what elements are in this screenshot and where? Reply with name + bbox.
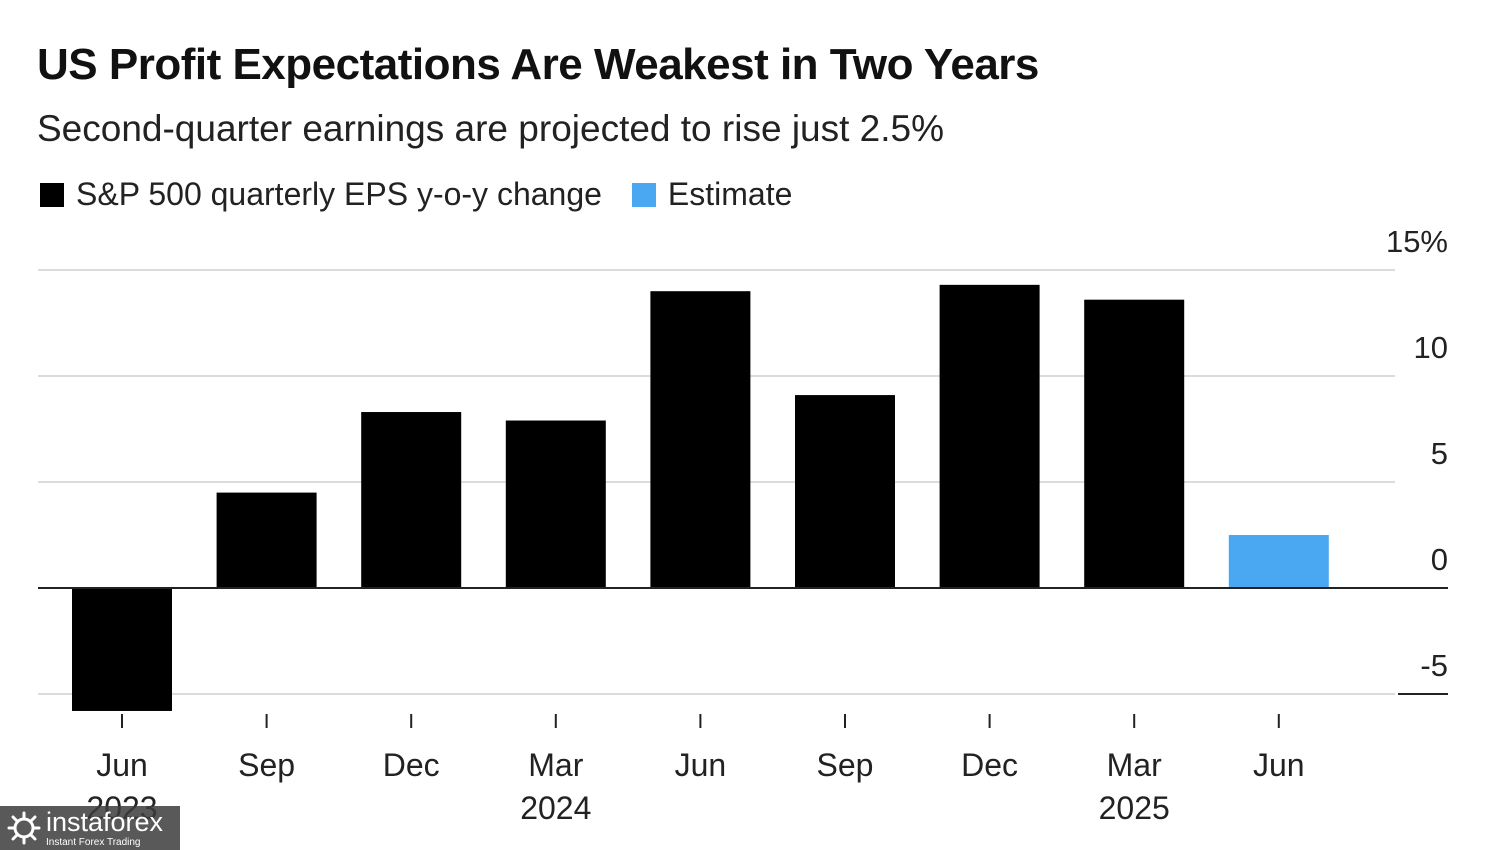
x-tick-label: Dec — [961, 747, 1018, 783]
y-tick-label: 0 — [1431, 542, 1448, 577]
x-tick-label: Jun — [96, 747, 148, 783]
x-year-label: 2024 — [520, 790, 591, 826]
y-tick-label: 10 — [1414, 330, 1448, 365]
watermark-brand: instaforex — [46, 806, 164, 837]
bar-estimate — [1228, 535, 1329, 588]
legend-item-estimate: Estimate — [631, 176, 793, 213]
watermark-tagline: Instant Forex Trading — [46, 836, 141, 848]
watermark: instaforex Instant Forex Trading — [0, 806, 180, 850]
bar — [505, 420, 606, 588]
x-tick-label: Dec — [383, 747, 440, 783]
y-tick-label: 15% — [1386, 224, 1448, 259]
x-tick-label: Sep — [238, 747, 295, 783]
legend-label-estimate: Estimate — [667, 176, 793, 212]
bar — [1084, 299, 1185, 588]
legend-item-actual: S&P 500 quarterly EPS y-o-y change — [40, 176, 602, 213]
legend: S&P 500 quarterly EPS y-o-y change Estim… — [40, 176, 822, 213]
bar — [939, 284, 1040, 588]
legend-label-actual: S&P 500 quarterly EPS y-o-y change — [76, 176, 602, 212]
x-year-label: 2025 — [1099, 790, 1170, 826]
chart-subtitle: Second-quarter earnings are projected to… — [37, 108, 945, 149]
bar — [650, 291, 751, 588]
bar — [361, 412, 462, 588]
bar — [795, 395, 895, 588]
bar — [216, 492, 317, 588]
y-tick-label: -5 — [1420, 648, 1448, 683]
instaforex-logo-icon — [7, 811, 41, 845]
bar — [72, 588, 172, 711]
legend-swatch-actual — [40, 182, 64, 207]
legend-swatch-estimate — [631, 182, 656, 207]
chart-title: US Profit Expectations Are Weakest in Tw… — [37, 40, 1039, 89]
y-tick-label: 5 — [1431, 436, 1448, 471]
x-tick-label: Mar — [1107, 747, 1162, 783]
x-tick-label: Mar — [528, 747, 583, 783]
x-tick-label: Sep — [817, 747, 874, 783]
x-tick-label: Jun — [1253, 747, 1305, 783]
x-tick-label: Jun — [675, 747, 727, 783]
